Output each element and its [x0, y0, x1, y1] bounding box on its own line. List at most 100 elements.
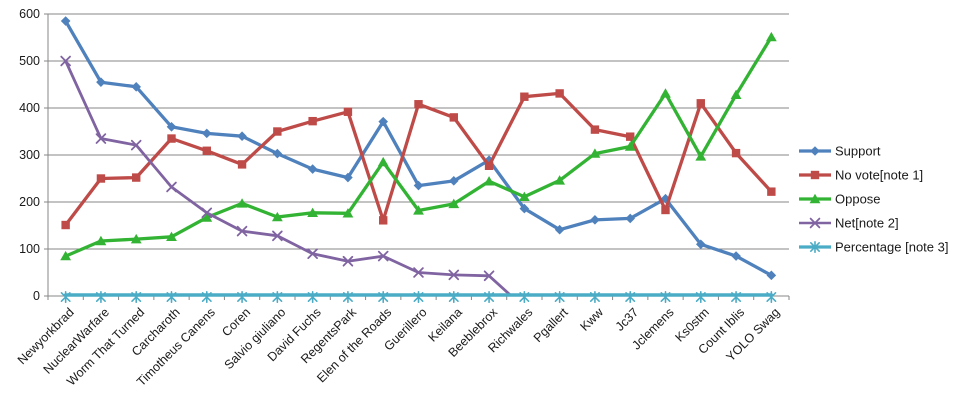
y-tick-label: 400 [19, 101, 40, 115]
no-vote-note-1-marker [379, 216, 388, 225]
no-vote-note-1-marker [96, 174, 106, 183]
support-marker [484, 155, 494, 165]
support-marker [307, 164, 318, 174]
no-vote-note-1-marker [343, 107, 353, 116]
x-tick-label: Pgallert [531, 305, 571, 345]
net-note-2-marker [555, 341, 564, 350]
x-tick-label: Jc37 [613, 305, 642, 334]
oppose-marker [130, 233, 142, 244]
series-no-vote-note-1 [61, 89, 776, 230]
legend-item-net-note-2: Net[note 2] [799, 216, 899, 231]
oppose-marker [60, 250, 72, 261]
no-vote-note-1-marker [449, 113, 458, 122]
percentage-note-3-marker [307, 291, 318, 303]
percentage-note-3-marker [60, 291, 71, 303]
oppose-marker [342, 208, 354, 218]
series-line-oppose [63, 35, 774, 258]
net-note-2-marker [696, 379, 705, 388]
y-tick-label: 300 [19, 148, 40, 162]
oppose-marker [765, 31, 777, 42]
oppose-marker [483, 176, 495, 186]
oppose-marker [201, 212, 213, 222]
series-net-note-2 [60, 55, 705, 388]
series-oppose [60, 31, 777, 261]
net-note-2-marker [591, 358, 600, 367]
support-marker [695, 239, 706, 250]
oppose-marker [624, 141, 636, 151]
percentage-note-3-marker [378, 291, 389, 303]
percentage-note-3-marker [272, 291, 283, 303]
oppose-marker [413, 205, 424, 215]
y-tick-label: 100 [19, 242, 40, 256]
no-vote-note-1-marker [626, 132, 635, 141]
oppose-marker [307, 207, 319, 218]
percentage-note-3-marker [484, 291, 495, 303]
support-marker [201, 128, 212, 139]
support-marker [660, 193, 671, 204]
oppose-marker [554, 175, 566, 185]
percentage-note-3-marker [131, 291, 142, 303]
percentage-note-3-marker [695, 291, 706, 303]
series-line-no-vote-note-1 [63, 91, 774, 227]
no-vote-note-1-marker [520, 92, 529, 101]
no-vote-note-1-marker [61, 220, 70, 230]
percentage-note-3-marker [237, 291, 248, 303]
y-tick-label: 200 [19, 195, 40, 209]
x-tick-label: Kww [577, 305, 606, 334]
net-note-2-marker [342, 255, 354, 267]
support-marker [413, 180, 424, 191]
support-marker [625, 213, 636, 224]
legend: Support No vote[note 1] Oppose Net[note 2] P… [799, 144, 948, 255]
support-marker [519, 203, 530, 214]
percentage-note-3-marker [342, 291, 353, 303]
support-marker [96, 77, 106, 87]
legend-item-percentage-note-3: Percentage [note 3] [799, 240, 948, 255]
percentage-note-3-marker [660, 291, 671, 303]
net-note-2-marker [272, 230, 283, 242]
percentage-note-3-marker [201, 291, 212, 303]
legend-item-support: Support [799, 144, 881, 159]
support-marker [731, 251, 741, 261]
oppose-marker [730, 89, 742, 100]
axes [47, 14, 790, 300]
y-tick-label: 0 [33, 289, 40, 303]
percentage-note-3-marker [589, 291, 600, 303]
support-marker [272, 148, 283, 159]
legend-label: No vote[note 1] [835, 168, 923, 183]
legend-item-no-vote-note-1: No vote[note 1] [799, 168, 923, 183]
net-note-2-marker [448, 269, 460, 281]
no-vote-note-1-marker [202, 146, 211, 155]
no-vote-note-1-marker [132, 173, 141, 182]
no-vote-note-1-marker [590, 125, 600, 134]
no-vote-note-1-marker [767, 187, 776, 196]
no-vote-note-1-marker [555, 89, 564, 98]
legend-triangle-marker-icon [809, 193, 821, 204]
oppose-marker [166, 231, 177, 241]
y-tick-label: 600 [19, 7, 40, 21]
legend-asterisk-marker-icon [810, 241, 820, 253]
percentage-note-3-marker [448, 291, 459, 303]
oppose-marker [660, 88, 671, 98]
no-vote-note-1-marker [414, 100, 423, 109]
support-marker [554, 224, 565, 235]
net-note-2-marker [201, 207, 213, 219]
legend-x-marker-icon [809, 217, 821, 229]
legend-label: Support [835, 144, 881, 159]
support-marker [590, 215, 600, 225]
no-vote-note-1-marker [484, 161, 494, 171]
support-marker [131, 82, 142, 92]
support-marker [166, 122, 177, 132]
net-note-2-marker [377, 250, 389, 262]
series-support [60, 16, 777, 281]
y-tick-label: 500 [19, 54, 40, 68]
net-note-2-marker [483, 270, 495, 282]
legend-diamond-marker-icon [810, 146, 820, 156]
x-tick-label: Salvio giuliano [222, 305, 289, 372]
percentage-note-3-marker [731, 291, 742, 303]
legend-label: Oppose [835, 192, 881, 207]
oppose-marker [271, 211, 283, 222]
no-vote-note-1-marker [696, 99, 705, 108]
support-marker [766, 270, 777, 281]
